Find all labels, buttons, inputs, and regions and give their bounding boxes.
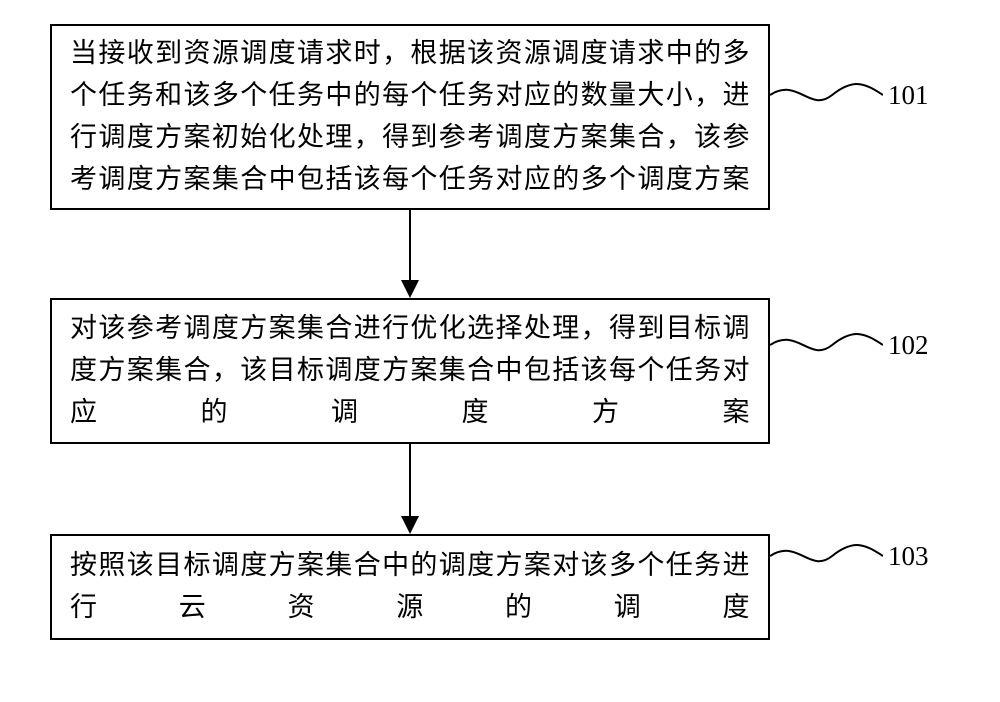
step-number-label: 102: [888, 330, 929, 361]
flow-step-text: 按照该目标调度方案集合中的调度方案对该多个任务进行云资源的调度: [70, 545, 750, 629]
flow-step-step2: 对该参考调度方案集合进行优化选择处理，得到目标调度方案集合，该目标调度方案集合中…: [50, 298, 770, 444]
connector-curve: [770, 73, 883, 117]
flow-step-text: 对该参考调度方案集合进行优化选择处理，得到目标调度方案集合，该目标调度方案集合中…: [70, 308, 750, 434]
arrow-line: [409, 210, 411, 280]
step-number-label: 101: [888, 80, 929, 111]
step-number-label: 103: [888, 541, 929, 572]
flow-step-step1: 当接收到资源调度请求时，根据该资源调度请求中的多个任务和该多个任务中的每个任务对…: [50, 24, 770, 210]
connector-curve: [770, 323, 883, 367]
arrow-head-down-icon: [401, 280, 419, 298]
flow-step-step3: 按照该目标调度方案集合中的调度方案对该多个任务进行云资源的调度: [50, 534, 770, 640]
flow-step-text: 当接收到资源调度请求时，根据该资源调度请求中的多个任务和该多个任务中的每个任务对…: [70, 33, 750, 200]
arrow-head-down-icon: [401, 516, 419, 534]
connector-curve: [770, 534, 883, 578]
arrow-line: [409, 444, 411, 516]
